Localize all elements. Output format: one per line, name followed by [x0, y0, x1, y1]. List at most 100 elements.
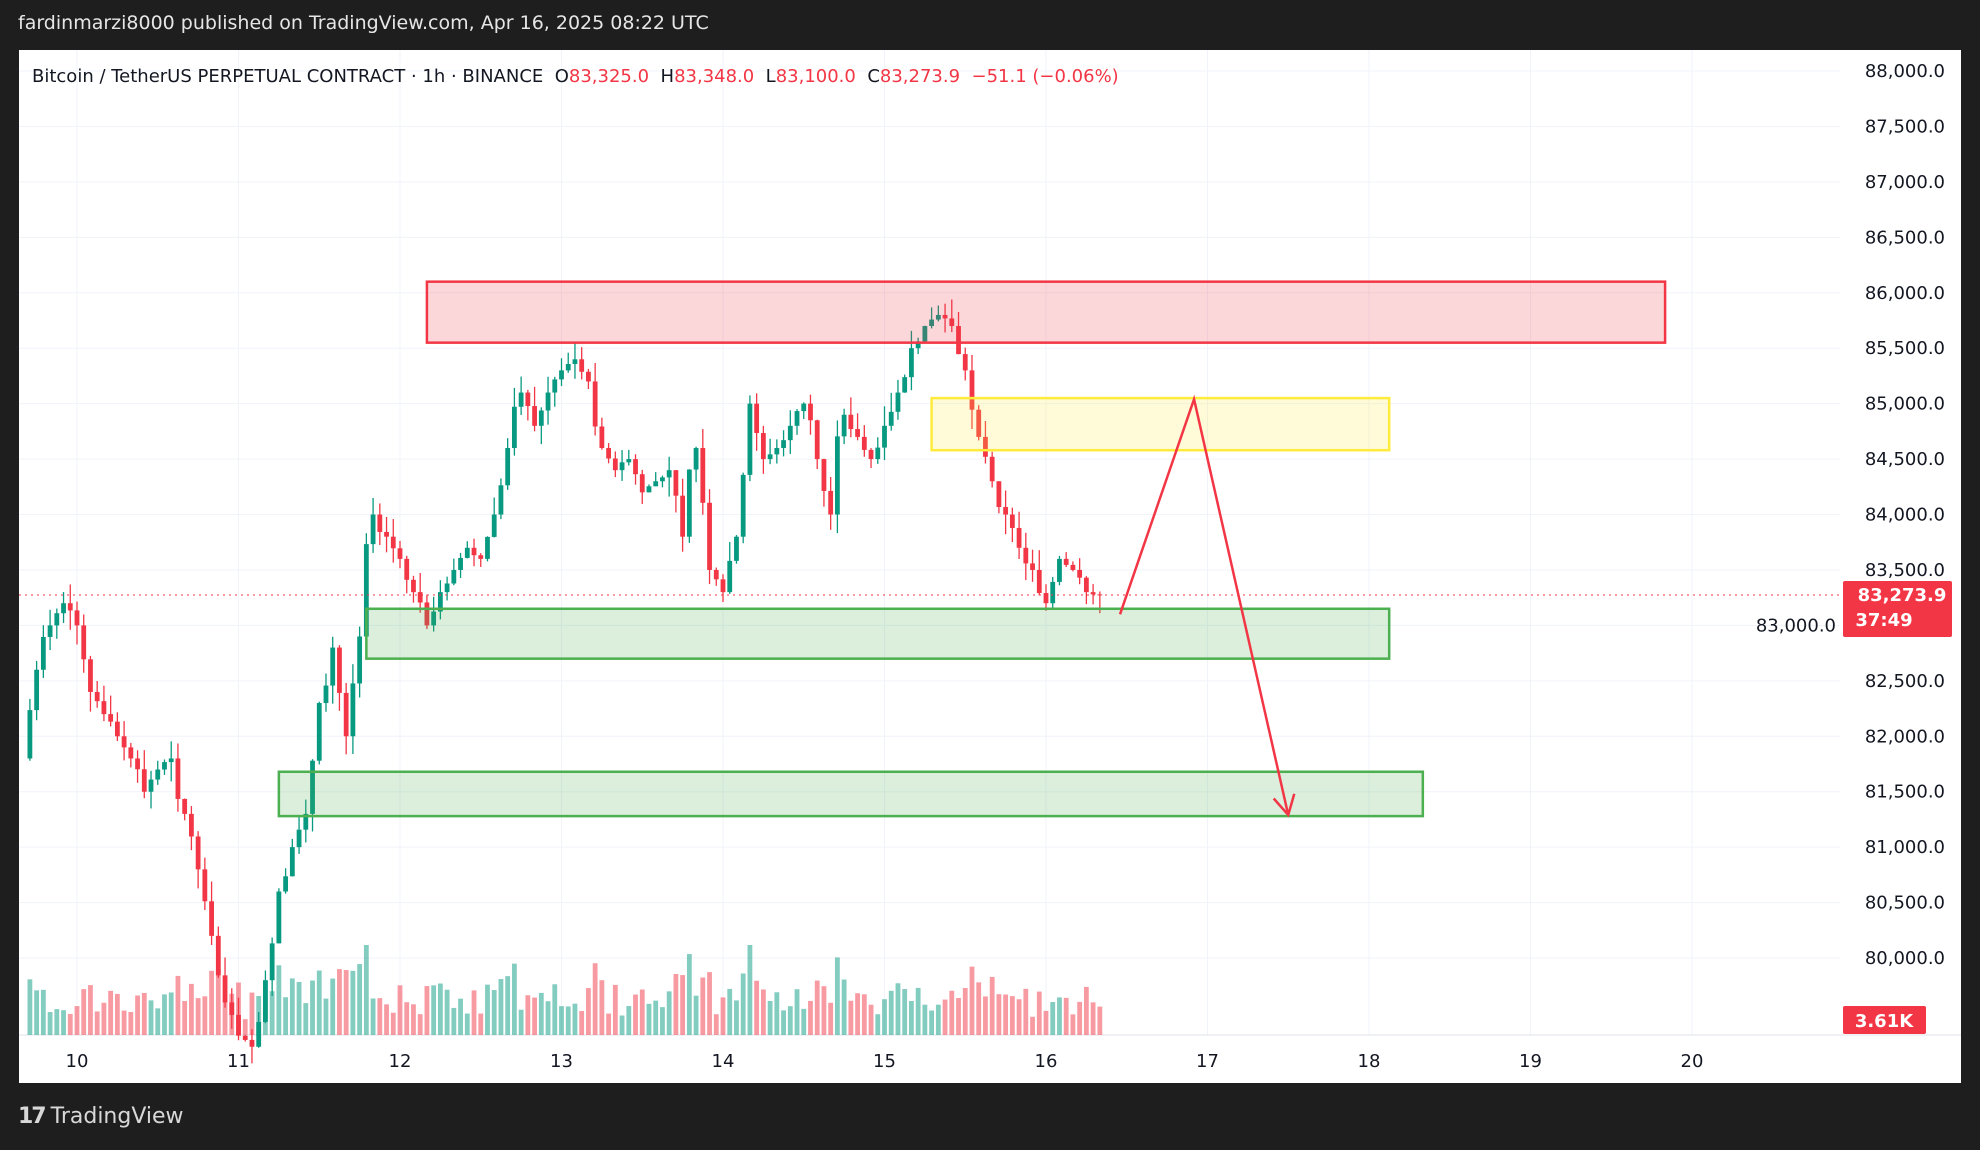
candle-down: [384, 531, 389, 537]
candle-down: [114, 721, 120, 737]
volume-bar: [949, 990, 955, 1035]
candle-down: [808, 403, 813, 421]
volume-bar: [935, 1004, 941, 1035]
volume-bar: [47, 1012, 53, 1035]
footer-brand[interactable]: 17 TradingView: [18, 1104, 184, 1129]
volume-bar: [108, 990, 114, 1035]
zone-retest: [930, 396, 1391, 452]
volume-bar: [411, 1004, 416, 1035]
candle-up: [350, 683, 356, 737]
candle-up: [363, 544, 369, 637]
candle-up: [437, 592, 443, 612]
candle-down: [121, 736, 127, 748]
candle-up: [464, 547, 470, 558]
candle-down: [1043, 593, 1049, 604]
candle-down: [639, 474, 645, 493]
candle-down: [949, 318, 955, 327]
candle-down: [989, 456, 995, 482]
volume-bar: [444, 989, 450, 1035]
volume-bar: [209, 970, 214, 1035]
y-tick-label: 82,000.0: [1865, 726, 1945, 747]
volume-bar: [868, 1004, 874, 1035]
candle-down: [673, 470, 679, 496]
candle-down: [1090, 592, 1096, 595]
volume-bar: [713, 1014, 719, 1035]
candle-down: [760, 433, 766, 460]
volume-bar: [646, 1003, 652, 1035]
candle-down: [976, 409, 982, 437]
y-tick-label: 85,000.0: [1865, 394, 1945, 415]
open-label: O: [554, 66, 569, 87]
volume-bar: [1063, 997, 1069, 1035]
volume-bar: [767, 1000, 773, 1035]
y-tick-label: 81,000.0: [1865, 837, 1945, 858]
candle-down: [242, 1035, 248, 1040]
high-value: 83,348.0: [674, 66, 755, 87]
candle-down: [67, 603, 73, 611]
zone-support: [277, 770, 1425, 818]
candle-down: [606, 447, 612, 459]
candle-up: [740, 474, 746, 537]
volume-bar: [828, 1002, 834, 1035]
volume-bar: [902, 989, 908, 1035]
candle-down: [202, 869, 208, 902]
volume-bar: [296, 981, 302, 1035]
candle-down: [182, 798, 188, 814]
y-tick-label: 83,500.0: [1865, 560, 1945, 581]
volume-bar: [249, 992, 255, 1035]
volume-bar: [774, 992, 780, 1035]
candle-down: [586, 371, 591, 382]
candle-up: [767, 454, 773, 460]
candle-up: [660, 477, 665, 482]
candle-down: [478, 555, 484, 559]
volume-bar: [114, 993, 120, 1035]
volume-bar: [1043, 1010, 1049, 1035]
volume-bar: [404, 1002, 410, 1035]
candle-down: [1016, 527, 1022, 548]
candle-up: [276, 891, 282, 944]
volume-bar: [929, 1010, 935, 1035]
x-tick-label: 11: [227, 1051, 250, 1072]
low-value: 83,100.0: [775, 66, 856, 87]
candle-down: [411, 579, 416, 593]
candle-down: [700, 447, 706, 503]
candle-down: [996, 481, 1002, 508]
candle-down: [88, 659, 93, 692]
volume-bar: [263, 980, 268, 1035]
candle-down: [209, 901, 214, 936]
candle-up: [895, 392, 901, 412]
volume-bar: [256, 995, 262, 1035]
y-tick-label: 82,500.0: [1865, 671, 1945, 692]
candle-down: [417, 592, 423, 603]
volume-bar: [861, 994, 867, 1035]
candle-up: [693, 447, 699, 470]
volume-bar: [760, 989, 766, 1035]
candle-down: [1083, 577, 1089, 593]
symbol-title[interactable]: Bitcoin / TetherUS PERPETUAL CONTRACT · …: [32, 66, 544, 87]
candle-up: [666, 470, 672, 478]
symbol-legend: Bitcoin / TetherUS PERPETUAL CONTRACT · …: [32, 66, 1119, 87]
volume-bar: [1097, 1006, 1103, 1035]
x-tick-label: 18: [1358, 1051, 1381, 1072]
chart-area[interactable]: [19, 50, 1961, 1083]
volume-bar: [976, 982, 982, 1035]
candle-down: [128, 747, 134, 759]
volume-bar: [276, 965, 282, 1035]
candle-down: [404, 558, 410, 580]
candle-up: [935, 314, 941, 320]
volume-bar: [505, 976, 511, 1035]
y-tick-label: 87,500.0: [1865, 116, 1945, 137]
volume-bar: [727, 988, 733, 1035]
volume-bar: [1009, 996, 1015, 1035]
candle-down: [1003, 507, 1009, 515]
volume-bar: [222, 1001, 228, 1035]
candle-down: [612, 458, 618, 471]
volume-bar: [283, 997, 289, 1035]
y-tick-label: 84,000.0: [1865, 505, 1945, 526]
candle-up: [357, 636, 363, 684]
y-tick-label: 81,500.0: [1865, 782, 1945, 803]
candle-up: [330, 647, 336, 686]
x-tick-label: 13: [550, 1051, 573, 1072]
candle-down: [707, 502, 712, 570]
